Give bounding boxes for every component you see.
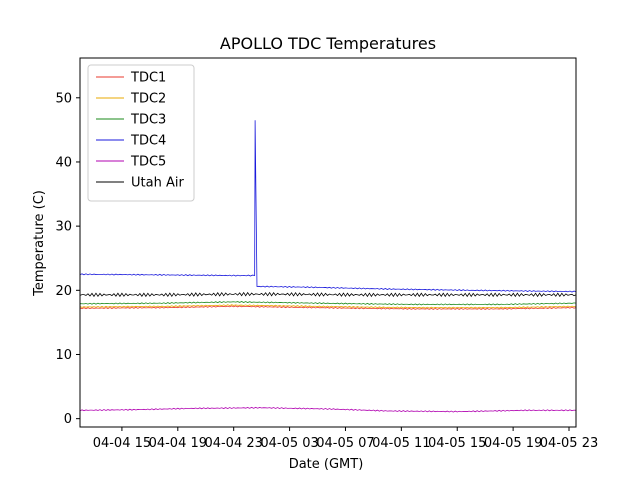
x-tick-label: 04-05 19 <box>484 436 542 451</box>
plot-lines <box>79 120 577 413</box>
legend-label-tdc2: TDC2 <box>130 92 166 107</box>
legend-label-tdc1: TDC1 <box>130 71 166 86</box>
series-line-utah-air <box>79 291 577 298</box>
y-tick-label: 50 <box>55 91 72 106</box>
x-tick-label: 04-05 11 <box>372 436 430 451</box>
x-tick-label: 04-05 03 <box>260 436 318 451</box>
series-line-tdc5 <box>79 406 577 413</box>
series-line-tdc4 <box>79 120 577 293</box>
plot-frame <box>79 57 577 428</box>
series-line-tdc1 <box>79 305 577 310</box>
series-line-tdc3 <box>79 301 577 306</box>
y-tick-label: 20 <box>55 284 72 299</box>
x-axis-label: Date (GMT) <box>289 457 364 472</box>
y-tick-label: 30 <box>55 220 72 235</box>
x-tick-label: 04-05 23 <box>540 436 598 451</box>
series-line-tdc2 <box>79 304 577 309</box>
x-tick-label: 04-05 07 <box>316 436 374 451</box>
legend-label-utah-air: Utah Air <box>131 176 184 191</box>
y-tick-label: 40 <box>55 155 72 170</box>
chart-title: APOLLO TDC Temperatures <box>220 34 436 53</box>
x-tick-label: 04-05 15 <box>428 436 486 451</box>
x-tick-label: 04-04 23 <box>204 436 262 451</box>
legend: TDC1 TDC2 TDC3 TDC4 TDC5 Utah Air <box>87 64 195 202</box>
y-axis-label: Temperature (C) <box>32 190 47 297</box>
y-tick-label: 10 <box>55 348 72 363</box>
x-tick-label: 04-04 19 <box>149 436 207 451</box>
legend-label-tdc4: TDC4 <box>130 134 166 149</box>
legend-label-tdc3: TDC3 <box>130 113 166 128</box>
y-tick-label: 0 <box>64 412 72 427</box>
x-tick-label: 04-04 15 <box>93 436 151 451</box>
legend-label-tdc5: TDC5 <box>130 155 166 170</box>
legend-box <box>87 64 195 202</box>
y-axis: 0 10 20 30 40 50 <box>55 91 80 427</box>
